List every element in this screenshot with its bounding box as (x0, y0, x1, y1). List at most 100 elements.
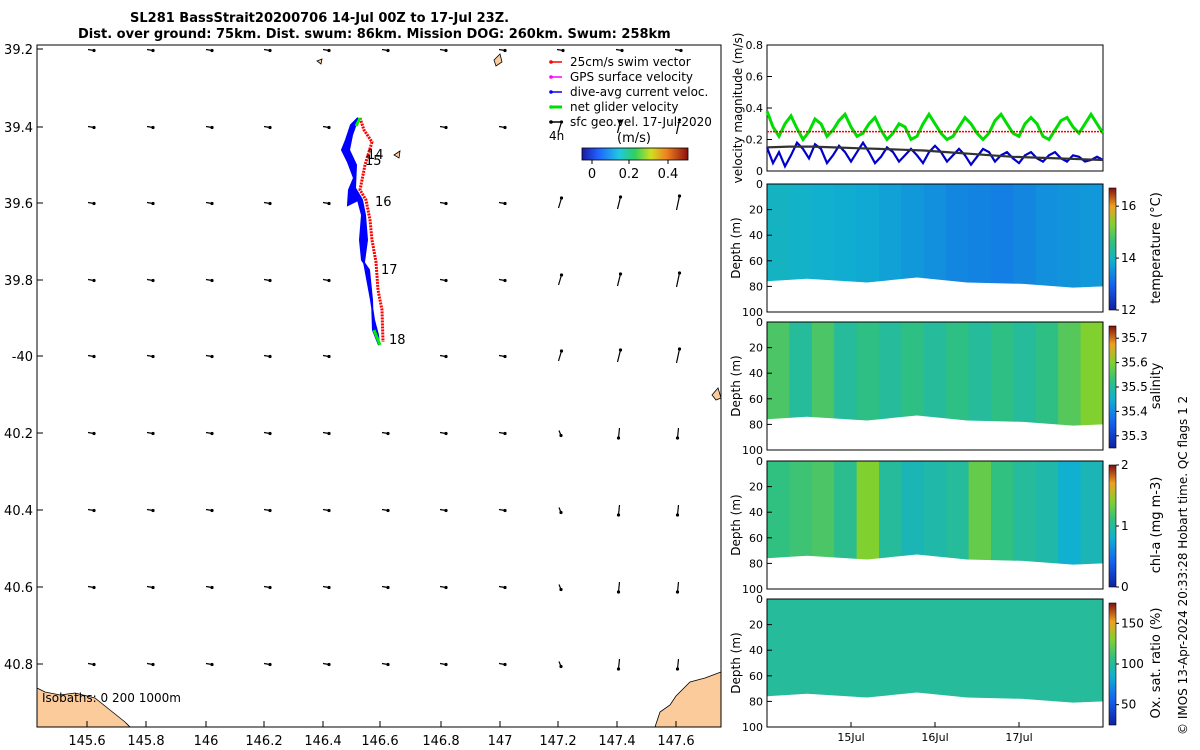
velocity-y-label: velocity magnitude (m/s) (731, 33, 745, 184)
depth-tick-label: 60 (749, 393, 763, 406)
velocity-arrow (676, 504, 680, 516)
arrow-head (327, 431, 331, 436)
depth-axis-label: Depth (m) (729, 355, 743, 416)
velocity-y-tick-label: 0.2 (746, 134, 764, 147)
y-tick-label: -40 (12, 350, 33, 365)
colorbar-unit: (m/s) (617, 131, 651, 146)
heatmap-cell (811, 599, 835, 703)
depth-tick-label: 20 (749, 481, 763, 494)
heatmap-cell (834, 599, 858, 703)
arrow-head (503, 125, 507, 130)
arrow-head (268, 508, 272, 513)
heatmap-cell (1080, 599, 1103, 703)
depth-tick-label: 40 (749, 506, 763, 519)
depth-tick-label: 100 (742, 444, 763, 457)
arrow-head (503, 662, 507, 667)
depth-axis-label: Depth (m) (729, 632, 743, 693)
arrow-head (210, 662, 214, 667)
heatmap-cell (901, 599, 925, 703)
heatmap-cell (1013, 461, 1037, 565)
velocity-arrow (557, 121, 563, 133)
heatmap-cell (991, 184, 1014, 288)
arrow-head (675, 667, 680, 671)
islet (393, 150, 401, 159)
arrow-head (268, 278, 272, 283)
arrow-head (210, 48, 214, 53)
arrow-head (677, 271, 682, 275)
y-tick-label: 39.2 (4, 43, 33, 58)
colorbar-tick-label: 1 (1121, 519, 1129, 533)
depth-tick-label: 100 (742, 721, 763, 734)
arrow-head (559, 664, 563, 669)
depth-tick-label: 80 (749, 557, 763, 570)
velocity-arrow (675, 119, 681, 135)
heatmap-cell (1080, 461, 1103, 565)
x-tick-label: 145.8 (127, 734, 164, 749)
depth-tick-label: 0 (756, 455, 763, 468)
arrow-head (559, 349, 564, 353)
arrow-head (327, 125, 331, 130)
arrow-head (268, 125, 272, 130)
colorbar-tick-label: 16 (1121, 199, 1136, 213)
velocity-arrow (616, 273, 622, 287)
arrow-head (503, 201, 507, 206)
velocity-y-tick-label: 0.6 (746, 71, 764, 84)
arrow-head (618, 119, 623, 123)
arrow-head (327, 662, 331, 667)
depth-axis-label: Depth (m) (729, 494, 743, 555)
arrow-head (210, 354, 214, 359)
heatmap-panel: 0 20 40 60 80 100 Depth (m) 50 100 150 Ox. sat. ra… (729, 593, 1164, 744)
arrow-head (677, 194, 682, 198)
velocity-y-tick-label: 0.8 (746, 39, 764, 52)
depth-tick-label: 100 (742, 306, 763, 319)
arrow-head (210, 201, 214, 206)
heatmap-cell (789, 599, 813, 703)
heatmap-cell (1058, 599, 1082, 703)
arrow-head (444, 354, 448, 359)
swim-vectors (358, 117, 385, 343)
x-tick-label: 146.6 (361, 734, 398, 749)
depth-tick-label: 40 (749, 644, 763, 657)
heatmap-cells (767, 322, 1103, 426)
heatmap-cell (1013, 599, 1037, 703)
heatmap-cell (879, 461, 902, 565)
depth-tick-label: 80 (749, 280, 763, 293)
arrow-head (268, 431, 272, 436)
depth-tick-label: 0 (756, 593, 763, 606)
legend-dot (549, 90, 553, 94)
arrow-head (444, 431, 448, 436)
heatmap-cell (991, 461, 1014, 565)
heatmap-cell (991, 599, 1014, 703)
arrow-head (444, 585, 448, 590)
heatmap-cell (856, 599, 880, 703)
depth-tick-label: 20 (749, 342, 763, 355)
colorbar-label: salinity (1149, 362, 1164, 409)
velocity-arrow (676, 658, 680, 670)
colorbar-tick-label: 0.2 (619, 167, 640, 182)
y-tick-label: 39.6 (4, 197, 33, 212)
colorbar-tick-label: 35.6 (1121, 356, 1148, 370)
heatmap-cell (923, 322, 947, 426)
colorbar-tick-label: 0 (1121, 580, 1129, 594)
heatmap-cell (923, 599, 947, 703)
y-tick-label: 40.2 (4, 427, 33, 442)
arrow-head (559, 587, 563, 592)
heatmap-cell (1035, 322, 1059, 426)
x-tick-label: 145.6 (68, 734, 105, 749)
depth-tick-label: 60 (749, 255, 763, 268)
arrow-head (559, 273, 564, 277)
heatmap-cell (1035, 599, 1059, 703)
x-tick-label: 147 (488, 734, 513, 749)
heatmap-cell (879, 599, 902, 703)
map-y-ticks: 39.2 39.4 39.6 39.8 -40 40.2 40.4 40.6 40.8 (4, 43, 43, 673)
heatmap-cell (1013, 322, 1037, 426)
legend-label: GPS surface velocity (570, 70, 693, 84)
net-velocity (354, 117, 382, 346)
arrow-head (151, 662, 155, 667)
arrow-head (210, 431, 214, 436)
arrow-head (679, 48, 683, 53)
arrow-head (503, 585, 507, 590)
time-tick-label: 17Jul (1005, 731, 1032, 744)
heatmap-cell (1035, 184, 1059, 288)
depth-tick-label: 40 (749, 367, 763, 380)
